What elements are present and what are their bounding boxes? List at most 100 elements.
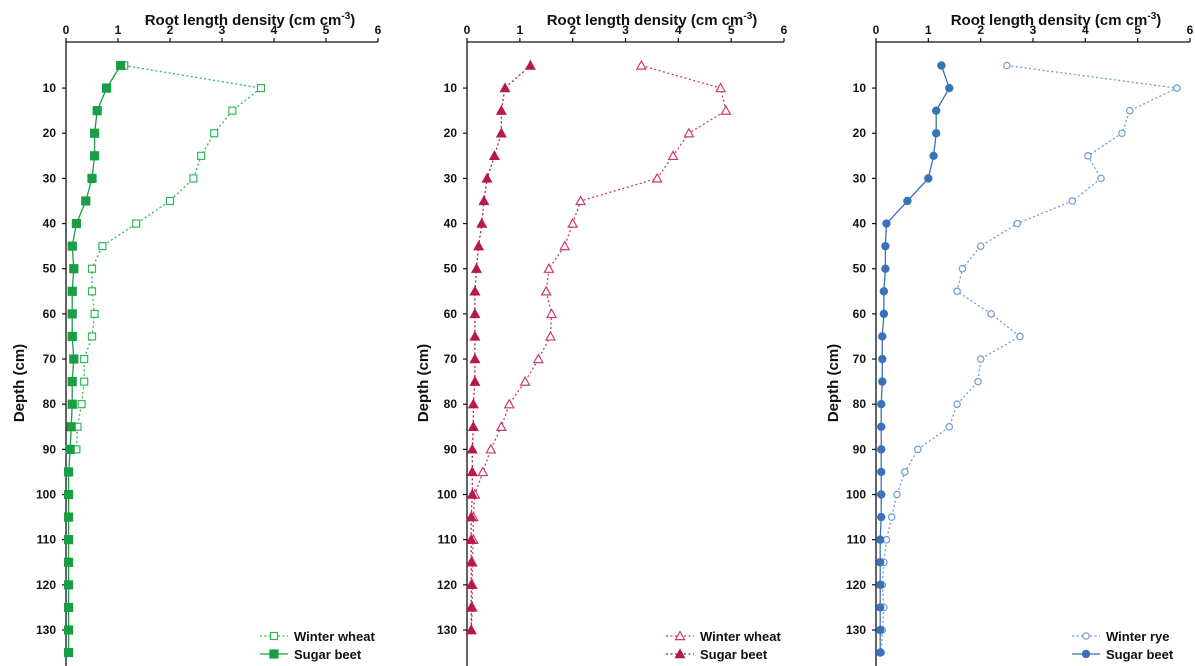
data-point (875, 558, 885, 567)
data-point (877, 512, 886, 522)
data-point (65, 444, 75, 454)
y-tick-label: 130 (846, 623, 866, 637)
series-line-2 (879, 65, 951, 653)
legend-label: Sugar beet (1106, 647, 1174, 662)
legend-marker (269, 631, 279, 641)
data-point (473, 240, 485, 251)
y-tick-label: 20 (43, 126, 57, 140)
data-point (469, 285, 481, 296)
data-point (875, 625, 885, 635)
x-tick-label: 6 (781, 23, 788, 37)
y-tick-label: 30 (43, 171, 57, 185)
panel-2-plot: 0 1 2 3 4 5 6 10 20 30 40 50 60 70 80 90 100 110 120 130 Win… (437, 23, 788, 666)
y-tick-label: 80 (444, 397, 458, 411)
legend-label: Winter wheat (700, 629, 781, 644)
data-point (210, 129, 219, 138)
y-tick-label: 90 (853, 442, 867, 456)
data-point (683, 127, 695, 138)
y-tick-label: 10 (43, 81, 57, 95)
data-point (465, 511, 477, 522)
data-point (1118, 129, 1126, 138)
data-point (481, 172, 493, 183)
data-point (67, 399, 77, 409)
data-point (881, 264, 890, 273)
data-point (465, 624, 477, 635)
data-point (165, 196, 175, 206)
data-point (488, 150, 500, 161)
y-tick-label: 90 (43, 442, 57, 456)
data-point (466, 466, 478, 477)
y-tick-label: 30 (853, 171, 867, 185)
data-point (465, 533, 477, 544)
data-point (469, 353, 481, 364)
data-point (875, 580, 885, 590)
data-point (715, 82, 727, 93)
data-point (900, 468, 909, 476)
data-point (92, 106, 102, 116)
data-point (519, 375, 531, 386)
y-tick-label: 50 (43, 262, 57, 276)
panel-1: Root length density (cm cm-3) Depth (cm) (11, 11, 355, 422)
legend-marker (1082, 632, 1090, 640)
data-point (90, 309, 99, 318)
y-tick-label: 10 (444, 81, 458, 95)
data-point (878, 332, 887, 341)
data-point (924, 174, 933, 183)
data-point (875, 648, 885, 657)
data-point (63, 467, 74, 477)
y-tick-label: 60 (853, 307, 867, 321)
legend-marker (674, 630, 686, 641)
y-tick-label: 110 (37, 533, 57, 547)
x-tick-label: 3 (1030, 23, 1037, 37)
data-point (256, 83, 266, 93)
data-point (63, 535, 74, 545)
data-point (67, 331, 77, 342)
x-tick-label: 0 (63, 23, 70, 37)
data-point (89, 151, 100, 161)
data-point (882, 219, 891, 228)
data-point (1003, 61, 1011, 70)
data-point (101, 83, 112, 93)
data-point (543, 262, 555, 273)
data-point (63, 512, 74, 522)
y-tick-label: 120 (36, 578, 56, 592)
panel-3-ylabel: Depth (cm) (825, 344, 842, 422)
data-point (467, 398, 479, 409)
data-point (976, 355, 985, 363)
x-tick-label: 1 (115, 23, 122, 37)
x-tick-label: 4 (271, 23, 278, 37)
legend-marker (1081, 649, 1091, 659)
data-point (953, 400, 961, 409)
legend-label: Winter wheat (294, 629, 375, 644)
y-tick-label: 70 (444, 352, 458, 366)
data-point (881, 241, 890, 251)
y-tick-label: 60 (444, 307, 458, 321)
data-point (635, 59, 647, 70)
x-tick-label: 1 (516, 23, 523, 37)
data-point (945, 83, 954, 93)
x-tick-label: 6 (375, 23, 382, 37)
y-tick-label: 80 (853, 397, 867, 411)
data-point (87, 332, 97, 341)
data-point (63, 580, 74, 590)
x-tick-label: 0 (873, 23, 880, 37)
y-tick-label: 30 (444, 171, 458, 185)
y-tick-label: 80 (43, 397, 57, 411)
y-tick-label: 20 (444, 126, 458, 140)
data-point (1084, 152, 1092, 160)
data-point (63, 557, 74, 567)
data-point (931, 129, 941, 138)
x-tick-label: 3 (219, 23, 226, 37)
data-point (63, 489, 74, 500)
y-tick-label: 60 (43, 307, 57, 321)
x-tick-label: 5 (728, 23, 735, 37)
data-point (1097, 174, 1105, 183)
panel-1-ylabel: Depth (cm) (11, 344, 28, 422)
data-point (66, 422, 76, 432)
x-tick-label: 4 (675, 23, 682, 37)
data-point (503, 398, 515, 409)
data-point (87, 287, 97, 296)
data-point (469, 375, 481, 386)
y-tick-label: 70 (43, 352, 57, 366)
